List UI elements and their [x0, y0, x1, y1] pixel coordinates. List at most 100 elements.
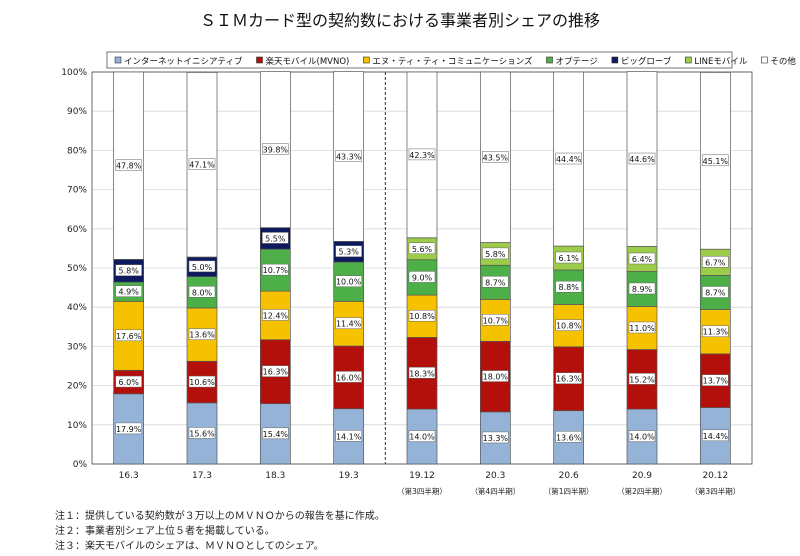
- data-label: 11.4%: [336, 320, 362, 329]
- data-label: 11.0%: [629, 324, 655, 333]
- data-label-box: [408, 242, 436, 255]
- data-label: 18.3%: [409, 369, 435, 378]
- data-label: 39.8%: [263, 146, 289, 155]
- y-tick-label: 10%: [67, 421, 87, 431]
- data-label: 17.6%: [116, 332, 142, 341]
- y-tick-label: 100%: [61, 68, 87, 78]
- data-label: 8.9%: [632, 285, 653, 294]
- data-label: 5.6%: [412, 245, 433, 254]
- data-label-box: [408, 367, 436, 379]
- bar-16.3: 17.9% 6.0% 17.6% 4.9% 5.8% 47.8%: [113, 71, 145, 465]
- bar-19.12: 14.0% 18.3% 10.8% 9.0% 5.6% 42.3%: [406, 71, 438, 465]
- data-label-box: [628, 430, 656, 442]
- data-label-box: [262, 143, 289, 155]
- y-tick-label: 30%: [67, 342, 87, 352]
- y-tick-label: 80%: [67, 146, 87, 156]
- data-label-box: [482, 314, 509, 326]
- note-1: 注１：提供している契約数が３万以上のＭＶＮＯからの報告を基に作成。: [55, 511, 385, 522]
- data-label: 10.8%: [556, 322, 582, 331]
- legend-swatch: [546, 56, 553, 64]
- data-label-box: [702, 256, 729, 268]
- data-label-box: [482, 431, 509, 444]
- data-label: 5.5%: [265, 234, 286, 243]
- legend-swatch: [611, 56, 619, 64]
- data-label-box: [188, 158, 216, 170]
- data-label-box: [628, 282, 656, 295]
- data-label: 6.0%: [119, 378, 140, 387]
- y-tick-label: 70%: [67, 186, 87, 196]
- data-label: 6.4%: [632, 255, 653, 264]
- data-label-box: [628, 321, 656, 334]
- data-label: 15.2%: [629, 375, 655, 384]
- data-label: 18.0%: [483, 373, 509, 382]
- data-label-box: [115, 285, 142, 297]
- data-label-box: [628, 252, 656, 265]
- data-label: 8.7%: [705, 289, 726, 298]
- data-label: 12.4%: [263, 311, 289, 320]
- data-label-box: [188, 286, 216, 298]
- data-label: 10.8%: [409, 312, 435, 321]
- y-tick-label: 0%: [73, 460, 88, 470]
- data-label-box: [482, 151, 509, 163]
- data-label-box: [115, 159, 142, 171]
- legend-label: エヌ・ティ・ティ・コミュニケーションズ: [372, 56, 533, 67]
- data-label: 4.9%: [119, 288, 140, 297]
- data-label-box: [555, 251, 582, 264]
- data-label: 10.6%: [189, 378, 215, 387]
- data-label-box: [408, 271, 436, 283]
- chart-title: ＳＩＭカード型の契約数における事業者別シェアの推移: [200, 11, 600, 30]
- data-label-box: [408, 430, 436, 442]
- legend-swatch: [685, 56, 692, 64]
- x-tick-sublabel: （第4四半期）: [470, 486, 520, 496]
- data-label-box: [335, 317, 362, 329]
- data-label-box: [702, 325, 729, 337]
- data-label-box: [262, 427, 289, 440]
- y-tick-label: 90%: [67, 107, 87, 117]
- data-label-box: [115, 329, 142, 342]
- data-label: 5.8%: [119, 267, 140, 276]
- data-label-box: [555, 431, 582, 443]
- data-label: 14.0%: [629, 433, 655, 442]
- data-label: 6.1%: [559, 254, 580, 263]
- y-tick-label: 40%: [67, 303, 87, 313]
- data-label: 6.7%: [705, 258, 726, 267]
- legend-swatch: [114, 56, 122, 64]
- x-tick-label: 20.6: [559, 471, 579, 481]
- data-label-box: [115, 375, 142, 388]
- data-label: 8.0%: [192, 288, 213, 297]
- legend-label: ビッグローブ: [621, 56, 672, 67]
- legend-swatch: [761, 56, 768, 64]
- data-label: 10.7%: [483, 316, 509, 325]
- bar-20.3: 13.3% 18.0% 10.7% 8.7% 5.8% 43.5%: [479, 71, 511, 465]
- legend-swatch: [256, 56, 263, 64]
- note-3: 注３：楽天モバイルのシェアは、ＭＶＮＯとしてのシェア。: [55, 541, 324, 552]
- bar-19.3: 14.1% 16.0% 11.4% 10.0% 5.3% 43.3%: [333, 71, 365, 465]
- data-label: 10.0%: [336, 278, 362, 287]
- data-label: 11.3%: [703, 328, 729, 337]
- data-label-box: [702, 154, 729, 167]
- legend-swatch: [363, 56, 370, 64]
- data-label-box: [628, 152, 656, 165]
- data-label: 8.7%: [485, 278, 506, 287]
- data-label: 44.4%: [556, 155, 582, 164]
- data-label: 42.3%: [409, 151, 435, 160]
- data-label-box: [115, 264, 142, 276]
- data-label: 14.4%: [703, 432, 729, 441]
- x-tick-label: 20.9: [632, 471, 652, 481]
- x-tick-label: 19.3: [339, 471, 359, 481]
- data-label: 15.6%: [189, 429, 215, 438]
- data-label-box: [628, 373, 656, 385]
- data-label: 43.5%: [483, 153, 509, 162]
- data-label: 5.8%: [485, 250, 506, 259]
- data-label-box: [335, 430, 362, 442]
- data-label-box: [115, 422, 142, 435]
- data-label-box: [335, 275, 362, 287]
- data-label-box: [262, 263, 289, 276]
- data-label-box: [335, 371, 362, 383]
- data-label-box: [555, 372, 582, 384]
- data-label: 45.1%: [703, 157, 729, 166]
- data-label: 13.7%: [703, 377, 729, 386]
- data-label-box: [335, 150, 362, 162]
- bar-20.12: 14.4% 13.7% 11.3% 8.7% 6.7% 45.1%: [699, 72, 731, 465]
- data-label: 44.6%: [629, 155, 655, 164]
